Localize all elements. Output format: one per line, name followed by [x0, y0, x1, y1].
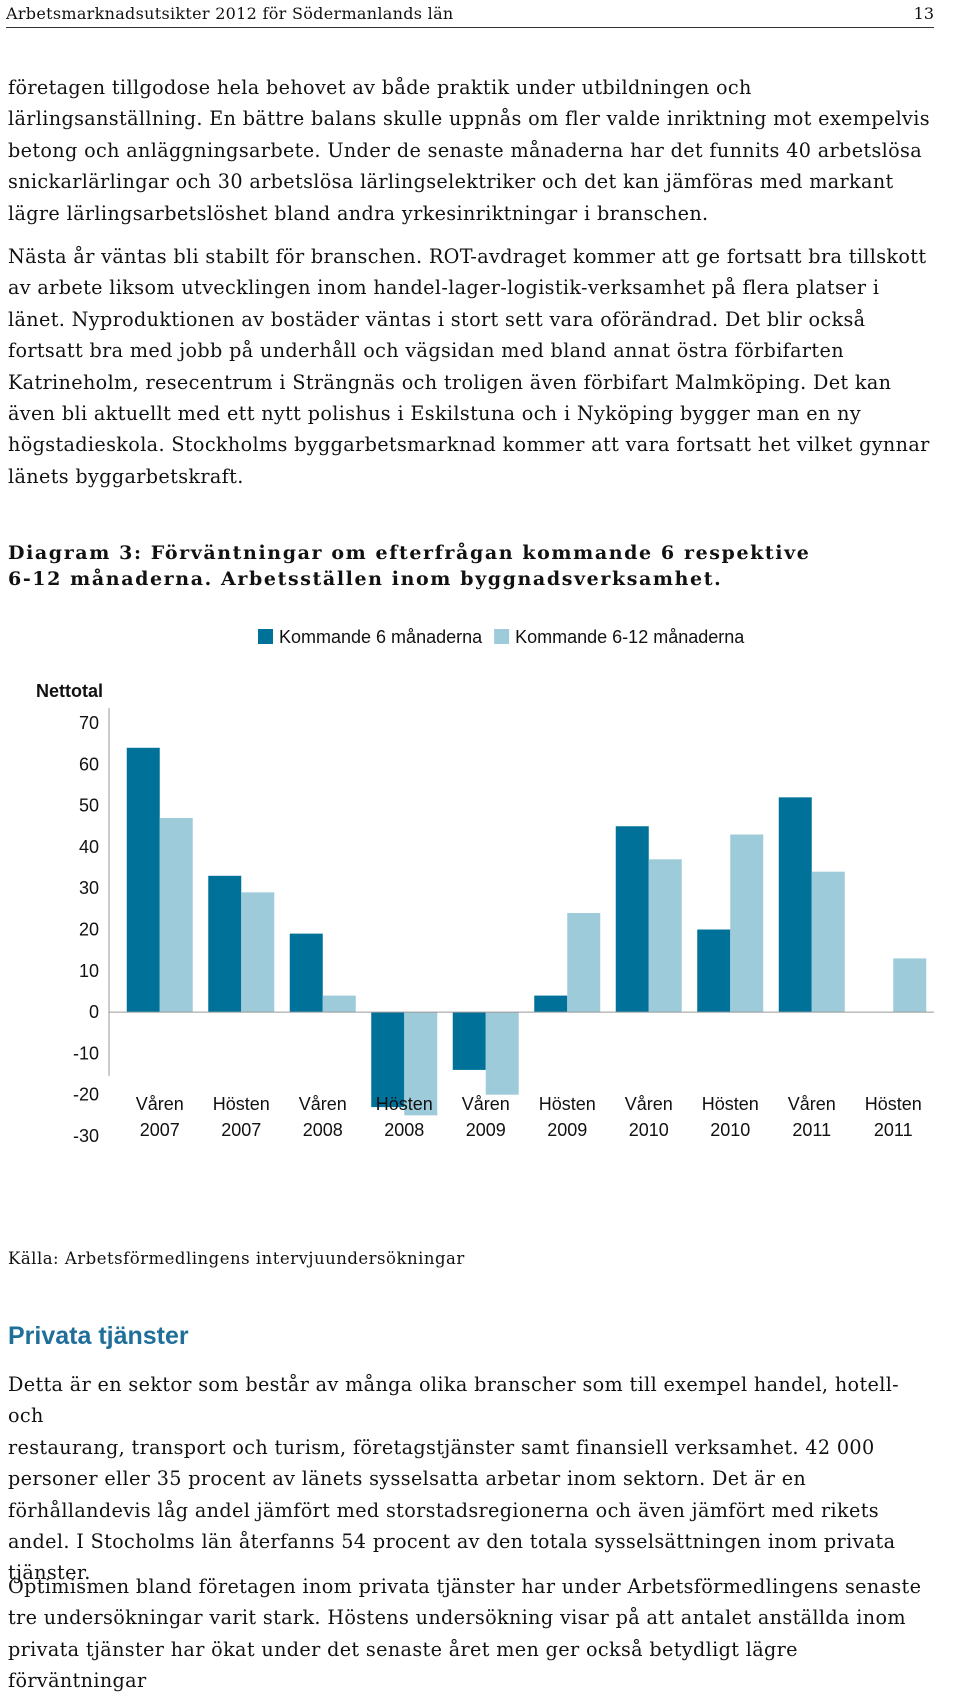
x-tick-label-4-season: Hösten	[376, 1094, 433, 1114]
bar-kommande-6-8	[697, 929, 731, 1013]
bar-kommande-6-12-10	[893, 958, 927, 1013]
bar-kommande-6-12-3	[322, 995, 356, 1013]
x-tick-label-5-season: Våren	[462, 1094, 510, 1114]
x-tick-label-2-season: Hösten	[213, 1094, 270, 1114]
chart-svg: Kommande 6 månaderna Kommande 6-12 månade…	[36, 627, 934, 1146]
page-number: 13	[913, 4, 934, 23]
x-tick-label-9-year: 2011	[792, 1120, 831, 1140]
legend-label-1: Kommande 6 månaderna	[279, 627, 483, 647]
bar-kommande-6-9	[778, 797, 812, 1013]
x-tick-label-7-year: 2010	[629, 1120, 669, 1140]
page-header: Arbetsmarknadsutsikter 2012 för Söderman…	[6, 2, 934, 28]
legend-swatch-1	[258, 629, 273, 644]
bar-kommande-6-12-5	[485, 1012, 519, 1095]
x-tick-label-1-year: 2007	[140, 1120, 180, 1140]
section-paragraph-2: Optimismen bland företagen inom privata …	[8, 1575, 922, 1693]
bar-kommande-6-12-4	[404, 1012, 438, 1116]
source-note: Källa: Arbetsförmedlingens intervjuunder…	[8, 1249, 465, 1268]
bar-kommande-6-6	[534, 995, 568, 1013]
bar-kommande-6-4	[371, 1012, 405, 1108]
section-paragraph-1: Detta är en sektor som består av många o…	[8, 1373, 900, 1585]
x-tick-label-6-season: Hösten	[539, 1094, 596, 1114]
x-tick-label-5-year: 2009	[466, 1120, 506, 1140]
x-tick-label-1-season: Våren	[136, 1094, 184, 1114]
y-tick-label: 40	[79, 837, 99, 857]
x-tick-label-8-season: Hösten	[702, 1094, 759, 1114]
y-tick-label: 70	[79, 713, 99, 733]
x-tick-label-8-year: 2010	[710, 1120, 750, 1140]
y-tick-label: 50	[79, 796, 99, 816]
legend-swatch-2	[494, 629, 510, 644]
x-tick-label-7-season: Våren	[625, 1094, 673, 1114]
y-tick-label: -10	[73, 1043, 99, 1063]
y-axis-label: Nettotal	[36, 681, 103, 701]
bar-kommande-6-3	[289, 933, 323, 1013]
section-heading: Privata tjänster	[8, 1322, 189, 1350]
bar-kommande-6-12-1	[159, 817, 193, 1013]
x-tick-label-6-year: 2009	[547, 1120, 587, 1140]
y-tick-label: -20	[73, 1085, 99, 1105]
paragraph-1: företagen tillgodose hela behovet av båd…	[8, 76, 930, 225]
bar-kommande-6-12-6	[567, 912, 601, 1013]
paragraph-2: Nästa år väntas bli stabilt för bransche…	[8, 245, 930, 488]
x-tick-label-4-year: 2008	[384, 1120, 424, 1140]
bar-chart: Kommande 6 månaderna Kommande 6-12 månade…	[0, 600, 960, 1240]
y-tick-label: 20	[79, 920, 99, 940]
y-tick-label: 0	[89, 1002, 99, 1022]
bar-kommande-6-12-9	[811, 871, 845, 1013]
bar-kommande-6-12-8	[730, 834, 764, 1013]
x-tick-label-3-year: 2008	[303, 1120, 343, 1140]
bar-kommande-6-12-2	[241, 892, 275, 1013]
y-tick-label: 10	[79, 961, 99, 981]
x-tick-label-10-year: 2011	[874, 1120, 913, 1140]
report-title: Arbetsmarknadsutsikter 2012 för Söderman…	[6, 4, 454, 23]
x-tick-label-10-season: Hösten	[865, 1094, 922, 1114]
header-divider	[6, 27, 934, 28]
legend-label-2: Kommande 6-12 månaderna	[515, 627, 745, 647]
bar-kommande-6-7	[615, 826, 649, 1013]
diagram-title: Diagram 3: Förväntningar om efterfrågan …	[8, 542, 811, 590]
x-tick-label-3-season: Våren	[299, 1094, 347, 1114]
y-tick-label: -30	[73, 1126, 99, 1146]
bar-kommande-6-12-7	[648, 859, 682, 1013]
x-tick-label-9-season: Våren	[788, 1094, 836, 1114]
y-tick-label: 60	[79, 754, 99, 774]
bar-kommande-6-1	[126, 747, 160, 1013]
y-tick-label: 30	[79, 878, 99, 898]
bar-kommande-6-5	[452, 1012, 486, 1070]
bar-kommande-6-2	[208, 875, 242, 1013]
x-tick-label-2-year: 2007	[221, 1120, 261, 1140]
